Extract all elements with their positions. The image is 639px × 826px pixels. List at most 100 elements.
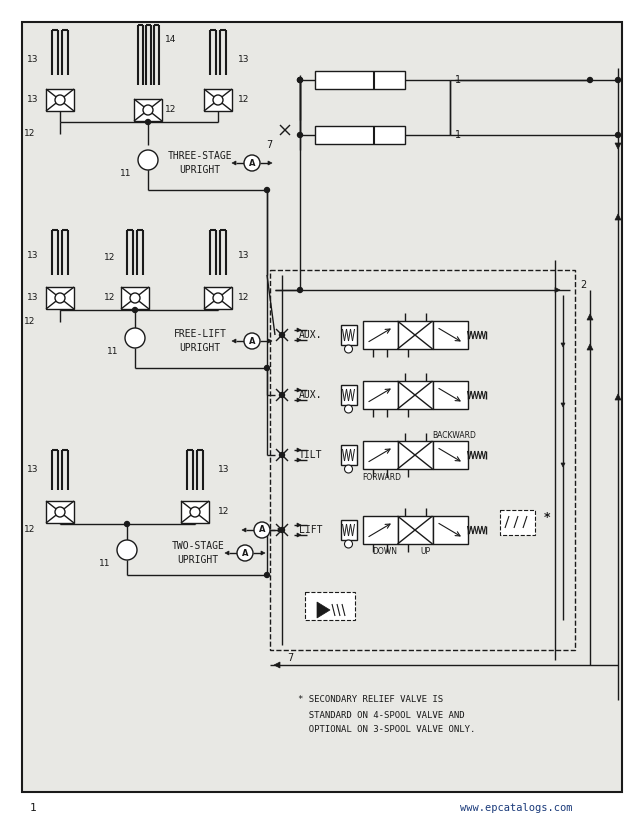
- Circle shape: [344, 465, 353, 473]
- Circle shape: [55, 95, 65, 105]
- Text: 12: 12: [218, 507, 229, 516]
- Polygon shape: [278, 528, 282, 532]
- Bar: [433, 516, 468, 544]
- Text: A: A: [249, 336, 255, 345]
- Text: 14: 14: [165, 36, 176, 45]
- Text: FREE-LIFT: FREE-LIFT: [174, 329, 226, 339]
- Circle shape: [298, 132, 302, 137]
- Text: 13: 13: [26, 96, 38, 105]
- Polygon shape: [486, 535, 495, 543]
- Polygon shape: [486, 340, 495, 348]
- Polygon shape: [297, 523, 301, 527]
- Bar: [305, 592, 355, 620]
- Bar: [362, 441, 397, 469]
- Bar: [46, 287, 74, 309]
- Text: 13: 13: [238, 55, 249, 64]
- Circle shape: [279, 528, 284, 533]
- Text: BACKWARD: BACKWARD: [433, 430, 477, 439]
- Text: 12: 12: [104, 254, 115, 263]
- Polygon shape: [558, 390, 568, 400]
- Bar: [362, 381, 397, 409]
- Polygon shape: [558, 450, 568, 460]
- Text: 12: 12: [104, 293, 115, 302]
- Polygon shape: [486, 382, 495, 390]
- Bar: [433, 441, 468, 469]
- Circle shape: [138, 150, 158, 170]
- Circle shape: [587, 78, 592, 83]
- Circle shape: [125, 328, 145, 348]
- Polygon shape: [615, 394, 621, 400]
- Text: 12: 12: [24, 130, 35, 139]
- Text: 7: 7: [266, 140, 272, 150]
- Text: UPRIGHT: UPRIGHT: [178, 555, 219, 565]
- Circle shape: [279, 392, 284, 397]
- Bar: [362, 321, 397, 349]
- Circle shape: [344, 540, 353, 548]
- Text: UP: UP: [420, 548, 430, 557]
- Bar: [500, 510, 535, 535]
- Text: A: A: [249, 159, 255, 168]
- Text: 12: 12: [24, 525, 35, 534]
- Polygon shape: [561, 403, 565, 407]
- Polygon shape: [268, 161, 272, 165]
- Polygon shape: [615, 143, 621, 149]
- Circle shape: [254, 522, 270, 538]
- Circle shape: [213, 95, 223, 105]
- Circle shape: [244, 333, 260, 349]
- Polygon shape: [561, 463, 565, 467]
- Bar: [204, 287, 232, 309]
- Text: UPRIGHT: UPRIGHT: [180, 165, 220, 175]
- Bar: [270, 270, 575, 650]
- Polygon shape: [486, 517, 495, 525]
- Circle shape: [265, 365, 270, 371]
- Bar: [362, 516, 397, 544]
- Circle shape: [55, 293, 65, 303]
- Circle shape: [344, 405, 353, 413]
- Text: 2: 2: [580, 280, 586, 290]
- Polygon shape: [297, 448, 301, 452]
- Polygon shape: [232, 161, 236, 165]
- Circle shape: [125, 521, 130, 526]
- Polygon shape: [587, 314, 593, 320]
- Bar: [341, 325, 357, 345]
- Text: TILT: TILT: [299, 450, 323, 460]
- Text: UPRIGHT: UPRIGHT: [180, 343, 220, 353]
- Polygon shape: [561, 343, 565, 347]
- Circle shape: [143, 105, 153, 115]
- Polygon shape: [558, 330, 568, 340]
- Text: LIFT: LIFT: [299, 525, 323, 535]
- Bar: [397, 321, 433, 349]
- Circle shape: [117, 540, 137, 560]
- Circle shape: [265, 188, 270, 192]
- Circle shape: [237, 545, 253, 561]
- Text: 12: 12: [24, 317, 35, 326]
- Text: 1: 1: [30, 803, 37, 813]
- Polygon shape: [615, 214, 621, 220]
- Polygon shape: [232, 339, 236, 343]
- Polygon shape: [486, 400, 495, 408]
- Circle shape: [265, 572, 270, 577]
- Bar: [433, 381, 468, 409]
- Circle shape: [615, 132, 620, 137]
- Text: *: *: [544, 511, 550, 525]
- Bar: [433, 321, 468, 349]
- Text: AUX.: AUX.: [299, 390, 323, 400]
- Polygon shape: [486, 322, 495, 330]
- Text: 13: 13: [26, 250, 38, 259]
- Text: 13: 13: [26, 55, 38, 64]
- Text: 11: 11: [120, 169, 132, 178]
- Polygon shape: [486, 442, 495, 450]
- Text: 12: 12: [238, 96, 249, 105]
- Text: A: A: [259, 525, 265, 534]
- Circle shape: [298, 287, 302, 292]
- Text: 11: 11: [107, 348, 119, 357]
- Polygon shape: [555, 287, 560, 292]
- Bar: [46, 89, 74, 111]
- Text: 11: 11: [99, 559, 111, 568]
- Bar: [204, 89, 232, 111]
- Bar: [341, 385, 357, 405]
- Circle shape: [279, 333, 284, 338]
- Circle shape: [132, 307, 137, 312]
- Bar: [315, 126, 405, 144]
- Text: 13: 13: [218, 466, 229, 474]
